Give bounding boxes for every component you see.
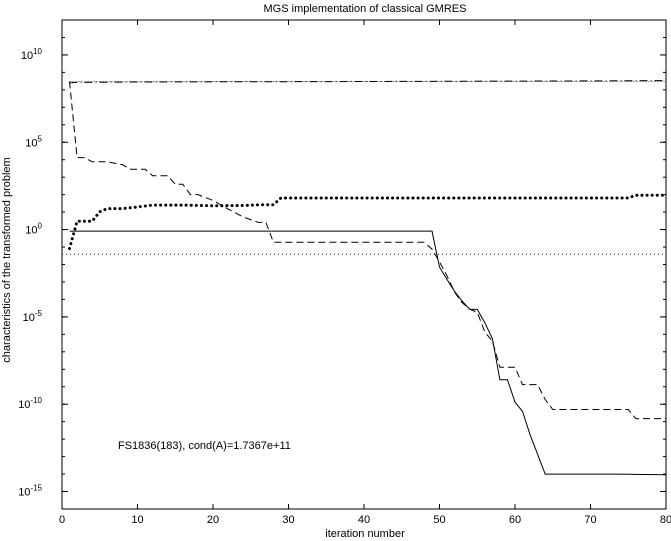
y-tick-label: 100 <box>25 222 42 237</box>
x-tick-label: 50 <box>433 514 445 526</box>
y-tick-label: 105 <box>25 134 42 149</box>
y-tick-label: 10-15 <box>18 484 42 499</box>
x-tick-label: 40 <box>358 514 370 526</box>
chart-title: MGS implementation of classical GMRES <box>264 3 467 15</box>
x-tick-label: 70 <box>584 514 596 526</box>
plot-area: 0 10 20 30 40 50 60 70 80 1010 105 100 10-5 10-10 10-1… <box>18 19 671 526</box>
x-tick-label: 0 <box>59 514 65 526</box>
x-tick-label: 80 <box>660 514 671 526</box>
y-tick-label: 10-5 <box>23 309 43 324</box>
x-tick-label: 20 <box>207 514 219 526</box>
x-tick-label: 60 <box>509 514 521 526</box>
chart-annotation: FS1836(183), cond(A)=1.7367e+11 <box>118 440 291 452</box>
series-line-dotted-bold <box>68 193 668 251</box>
series-line-dashdot <box>69 80 667 84</box>
plot-frame <box>61 19 667 510</box>
x-axis-title: iteration number <box>325 528 405 540</box>
x-tick-label: 10 <box>131 514 143 526</box>
series-line-solid <box>69 230 667 476</box>
x-tick-label: 30 <box>282 514 294 526</box>
y-axis-title: characteristics of the transformed probl… <box>1 157 13 362</box>
y-tick-label: 1010 <box>21 47 43 62</box>
y-tick-label: 10-10 <box>18 396 42 411</box>
series-line-dashed <box>69 81 666 420</box>
